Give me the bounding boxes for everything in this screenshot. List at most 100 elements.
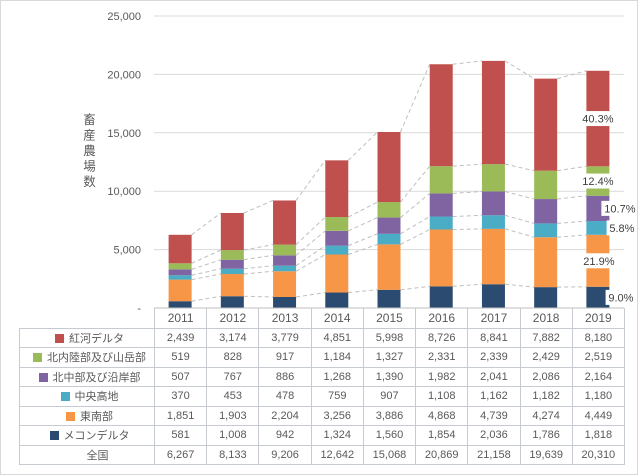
series-name: 東南部 xyxy=(80,410,113,423)
table-row: 中央高地 370 453 478 759 907 1,108 1,162 1,182 1,180 xyxy=(19,386,625,407)
value-cell: 2,086 xyxy=(519,366,573,387)
bar-segment xyxy=(481,191,505,216)
bar-segment xyxy=(273,271,297,297)
total-value-cell: 20,869 xyxy=(415,444,469,465)
bar-segment xyxy=(325,254,349,293)
series-name: 紅河デルタ xyxy=(69,332,124,345)
series-connector-line xyxy=(504,190,535,200)
bar-segment xyxy=(534,223,558,238)
pct-label-background xyxy=(605,289,637,305)
series-connector-line xyxy=(295,160,326,201)
series-connector-line xyxy=(400,165,431,203)
value-cell: 3,886 xyxy=(362,405,417,426)
value-cell: 1,903 xyxy=(206,405,260,426)
value-cell: 507 xyxy=(153,366,208,387)
year-header: 2011 xyxy=(153,308,208,329)
series-name: メコンデルタ xyxy=(63,430,130,443)
pct-data-label: 10.7% xyxy=(604,203,635,215)
year-header: 2019 xyxy=(571,308,625,329)
value-cell: 942 xyxy=(258,425,312,446)
series-connector-line xyxy=(400,193,431,218)
table-corner-cell xyxy=(20,308,155,328)
series-connector-line xyxy=(504,283,535,288)
bar-segment xyxy=(377,132,401,203)
table-row: 北中部及び沿岸部 507 767 886 1,268 1,390 1,982 2,041 2,0… xyxy=(19,366,625,387)
bar-segment xyxy=(534,170,558,200)
series-connector-line xyxy=(191,259,221,270)
bar-segment xyxy=(273,255,297,266)
series-name: 中央高地 xyxy=(74,391,119,404)
bar-segment xyxy=(220,250,244,260)
value-cell: 2,204 xyxy=(258,405,312,426)
year-header: 2013 xyxy=(258,308,312,329)
bar-segment xyxy=(429,166,453,194)
series-connector-line xyxy=(295,245,326,267)
y-tick-label: 10,000 xyxy=(107,186,141,198)
value-cell: 1,786 xyxy=(519,425,573,446)
value-cell: 4,739 xyxy=(467,405,521,426)
series-connector-line xyxy=(400,229,430,245)
pct-label-background xyxy=(606,220,637,236)
value-cell: 4,868 xyxy=(415,405,469,426)
series-connector-line xyxy=(452,214,482,218)
bar-segment xyxy=(377,202,401,218)
total-value-cell: 6,267 xyxy=(153,444,208,465)
year-header: 2014 xyxy=(310,308,364,329)
bar-segment xyxy=(325,245,349,255)
total-value-cell: 9,206 xyxy=(258,444,312,465)
value-cell: 3,256 xyxy=(310,405,364,426)
bar-segment xyxy=(377,244,401,290)
value-cell: 1,268 xyxy=(310,366,364,387)
series-name: 北内陸部及び山岳部 xyxy=(47,352,146,365)
series-connector-line xyxy=(295,216,326,245)
value-cell: 8,841 xyxy=(467,327,521,348)
chart-data-table: 2011 2012 2013 2014 2015 2016 2017 2018 2019 紅河デ… xyxy=(19,308,625,465)
legend-swatch-icon xyxy=(38,372,48,382)
value-cell: 1,390 xyxy=(362,366,417,387)
bar-segment xyxy=(481,60,505,165)
bar-segment xyxy=(220,268,244,274)
value-cell: 759 xyxy=(310,386,364,407)
year-header: 2017 xyxy=(467,308,521,329)
value-cell: 1,184 xyxy=(310,347,364,368)
pct-data-label: 40.3% xyxy=(582,114,613,126)
value-cell: 907 xyxy=(362,386,417,407)
series-connector-line xyxy=(452,228,482,230)
series-connector-line xyxy=(400,64,431,133)
value-cell: 4,851 xyxy=(310,327,364,348)
value-cell: 7,882 xyxy=(519,327,573,348)
value-cell: 1,008 xyxy=(206,425,260,446)
total-value-cell: 20,310 xyxy=(571,444,625,465)
series-label-cell: メコンデルタ xyxy=(19,425,155,446)
pct-data-label: 9.0% xyxy=(608,292,633,304)
total-value-cell: 19,639 xyxy=(519,444,573,465)
y-tick-label: 5,000 xyxy=(113,245,141,257)
series-connector-line xyxy=(243,295,274,298)
series-connector-line xyxy=(557,234,587,238)
series-connector-line xyxy=(504,60,535,80)
value-cell: 1,108 xyxy=(415,386,469,407)
value-cell: 8,180 xyxy=(571,327,625,348)
pct-data-label: 21.9% xyxy=(583,256,614,268)
y-tick-label: - xyxy=(137,303,141,313)
bar-segment xyxy=(586,286,610,308)
value-cell: 519 xyxy=(153,347,208,368)
bar-segment xyxy=(168,263,192,270)
value-cell: 886 xyxy=(258,366,312,387)
bar-segment xyxy=(429,229,453,287)
year-header: 2015 xyxy=(362,308,417,329)
value-cell: 2,439 xyxy=(153,327,208,348)
value-cell: 767 xyxy=(206,366,260,387)
y-tick-label: 25,000 xyxy=(107,11,141,23)
series-connector-line xyxy=(243,200,274,214)
value-cell: 3,174 xyxy=(206,327,260,348)
value-cell: 8,726 xyxy=(415,327,469,348)
y-tick-label: 20,000 xyxy=(107,69,141,81)
bar-segment xyxy=(273,244,297,256)
series-connector-line xyxy=(504,163,535,172)
bar-segment xyxy=(220,259,244,269)
legend-swatch-icon xyxy=(66,411,75,421)
series-connector-line xyxy=(243,254,274,261)
year-header: 2018 xyxy=(519,308,573,329)
